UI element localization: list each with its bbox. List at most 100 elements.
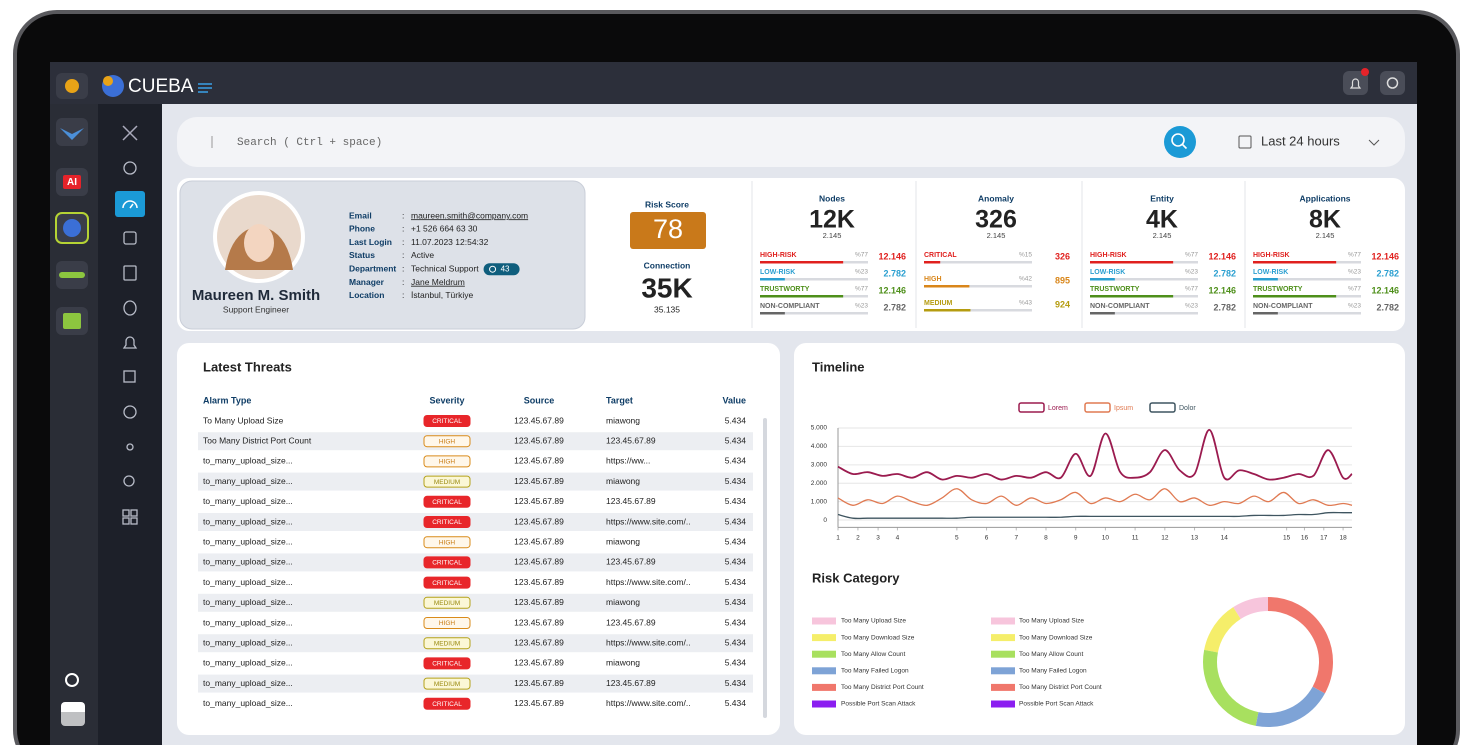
notifications-button[interactable] bbox=[1343, 71, 1368, 95]
row-percent: %23 bbox=[1348, 269, 1361, 276]
nav-item[interactable] bbox=[123, 231, 137, 245]
severity-label: CRITICAL bbox=[432, 661, 462, 668]
legend-swatch bbox=[812, 634, 836, 642]
app-cueba-icon bbox=[63, 219, 81, 237]
department-badge-icon bbox=[489, 265, 497, 273]
row-bar bbox=[1090, 312, 1115, 315]
nav-item[interactable] bbox=[123, 161, 137, 175]
search-input[interactable]: Search ( Ctrl + space) bbox=[237, 137, 382, 149]
legend-swatch bbox=[991, 617, 1015, 625]
cell: 5.434 bbox=[725, 496, 747, 506]
row-value: 895 bbox=[1055, 275, 1070, 285]
legend-swatch bbox=[991, 683, 1015, 691]
row-bar bbox=[1253, 312, 1278, 315]
field-label: Department bbox=[349, 263, 396, 273]
row-bar bbox=[760, 261, 844, 264]
risk-score-value: 78 bbox=[653, 214, 683, 244]
app-eagle[interactable] bbox=[56, 118, 88, 146]
cell: 5.434 bbox=[725, 617, 747, 627]
x-tick-label: 15 bbox=[1283, 535, 1291, 542]
nav-item[interactable] bbox=[123, 300, 137, 316]
app-box-icon bbox=[63, 313, 81, 329]
profile-role: Support Engineer bbox=[223, 304, 289, 314]
cell: 123.45.67.89 bbox=[514, 557, 564, 567]
row-percent: %77 bbox=[1185, 286, 1198, 293]
severity-label: CRITICAL bbox=[432, 560, 462, 567]
severity-badge bbox=[423, 435, 471, 448]
severity-label: CRITICAL bbox=[432, 580, 462, 587]
row-track bbox=[760, 312, 868, 315]
nav-item[interactable] bbox=[122, 509, 130, 517]
severity-label: HIGH bbox=[439, 438, 456, 445]
nav-item[interactable] bbox=[123, 405, 137, 419]
search-button[interactable] bbox=[1164, 126, 1196, 158]
close-nav[interactable] bbox=[122, 125, 138, 141]
y-tick-label: 1.000 bbox=[811, 498, 828, 505]
legend-label: Too Many Allow Count bbox=[841, 651, 906, 658]
bell-icon bbox=[1349, 78, 1362, 89]
cell: 123.45.67.89 bbox=[514, 577, 564, 587]
cell: miawong bbox=[606, 658, 640, 668]
gear-icon bbox=[1386, 77, 1399, 89]
row-percent: %43 bbox=[1019, 300, 1032, 307]
nav-item[interactable] bbox=[126, 443, 134, 451]
x-tick-label: 7 bbox=[1014, 535, 1018, 542]
severity-badge bbox=[423, 576, 471, 589]
time-range[interactable]: Last 24 hours bbox=[1261, 133, 1340, 148]
field-label: Location bbox=[349, 290, 384, 300]
nav-item[interactable] bbox=[122, 336, 138, 349]
nav-item[interactable] bbox=[122, 517, 130, 525]
cell: 123.45.67.89 bbox=[606, 435, 656, 445]
row-label: HIGH bbox=[924, 276, 942, 283]
row-percent: %77 bbox=[1185, 252, 1198, 259]
theme-toggle[interactable] bbox=[65, 673, 79, 687]
legend-swatch bbox=[991, 700, 1015, 708]
nav-item[interactable] bbox=[123, 370, 136, 383]
row-bar bbox=[924, 309, 971, 312]
cell: 5.434 bbox=[725, 557, 747, 567]
cell: 123.45.67.89 bbox=[514, 637, 564, 647]
severity-label: MEDIUM bbox=[434, 681, 460, 688]
nav-item[interactable] bbox=[123, 265, 137, 281]
time-range-chevron[interactable] bbox=[1368, 139, 1380, 146]
cell: miawong bbox=[606, 476, 640, 486]
menu-toggle[interactable] bbox=[198, 83, 212, 93]
cell: 123.45.67.89 bbox=[514, 435, 564, 445]
cell: 123.45.67.89 bbox=[514, 597, 564, 607]
nav-item[interactable] bbox=[130, 517, 138, 525]
cell: to_many_upload_size... bbox=[203, 536, 293, 546]
row-label: HIGH-RISK bbox=[760, 252, 797, 259]
stat-sub: 2.145 bbox=[823, 231, 842, 240]
field-value: Active bbox=[411, 250, 434, 260]
severity-badge bbox=[423, 475, 471, 488]
row-track bbox=[760, 278, 868, 281]
donut-segment bbox=[1267, 597, 1333, 694]
scrollbar[interactable] bbox=[763, 418, 767, 718]
settings-button[interactable] bbox=[1380, 71, 1405, 95]
nav-dashboard-active[interactable] bbox=[115, 191, 145, 217]
x-tick-label: 14 bbox=[1221, 535, 1229, 542]
row-label: HIGH-RISK bbox=[1090, 252, 1127, 259]
row-value: 2.782 bbox=[883, 302, 906, 312]
legend-swatch bbox=[812, 650, 836, 658]
app-eagle-icon bbox=[60, 128, 84, 140]
cell: https://www.site.com/.. bbox=[606, 637, 691, 647]
connection-value: 35K bbox=[641, 272, 692, 303]
cell: 123.45.67.89 bbox=[606, 557, 656, 567]
nav-item[interactable] bbox=[123, 475, 135, 487]
row-percent: %23 bbox=[1185, 303, 1198, 310]
field-label: Last Login bbox=[349, 237, 392, 247]
nav-item[interactable] bbox=[130, 509, 138, 517]
y-tick-label: 5.000 bbox=[811, 425, 828, 432]
row-percent: %23 bbox=[855, 269, 868, 276]
y-tick-label: 2.000 bbox=[811, 480, 828, 487]
severity-label: CRITICAL bbox=[432, 418, 462, 425]
field-label: Email bbox=[349, 210, 372, 220]
row-bar bbox=[1253, 261, 1337, 264]
cell: 5.434 bbox=[725, 456, 747, 466]
layout-toggle[interactable] bbox=[61, 702, 85, 726]
cell: 5.434 bbox=[725, 536, 747, 546]
cell: to_many_upload_size... bbox=[203, 698, 293, 708]
legend-swatch bbox=[812, 617, 836, 625]
line-series bbox=[837, 488, 1353, 507]
